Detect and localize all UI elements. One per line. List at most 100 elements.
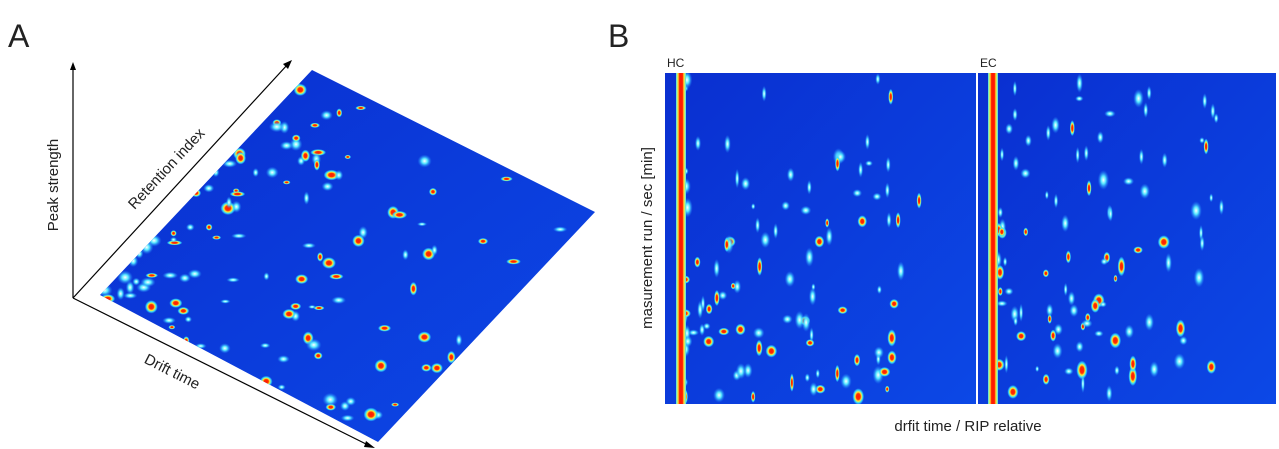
peak [724,134,731,154]
peak [322,392,339,407]
peak [1061,214,1070,233]
peak [116,287,125,301]
peak [1157,235,1170,249]
peak [1104,110,1116,118]
peak [1133,246,1143,254]
peak [1005,123,1014,135]
peak [300,149,311,162]
peak [168,324,176,330]
peak [265,166,279,179]
peak [1069,304,1079,318]
peak [888,88,894,105]
peak [290,302,302,310]
peak [998,226,1006,238]
peak [878,366,891,377]
heatmap-peaks [993,73,1224,402]
peak [794,310,805,330]
peak [1004,354,1009,374]
peak [834,155,840,172]
peak [345,396,356,406]
peak [1210,103,1216,120]
peak [128,254,139,268]
peak [1063,282,1068,297]
peak [1020,168,1031,179]
peak [295,274,309,285]
peak [886,212,892,229]
peak [1175,319,1186,338]
peak [229,191,246,197]
peak [1097,169,1110,190]
map-label: HC [667,56,685,70]
peak [252,167,259,178]
peak [713,258,720,279]
peak [282,308,296,320]
peak [853,353,861,367]
peak [1149,361,1159,378]
peak [506,258,521,265]
peak [784,270,796,288]
peak [1199,137,1205,144]
peak [1064,367,1074,376]
peak [1035,365,1040,373]
peak [117,270,134,285]
peak [1099,301,1107,308]
peak [178,273,191,283]
peak [226,277,240,283]
peak [1051,116,1060,134]
peak [1075,95,1084,102]
peak [402,249,409,261]
peak [306,338,322,352]
axis-label: drfit time / RIP relative [894,418,1041,435]
peak [756,257,763,276]
peak [809,382,818,397]
peak [789,373,794,392]
peak [1065,250,1071,264]
peak [889,298,899,309]
peak [714,289,720,307]
peak [1213,113,1219,124]
peak [211,235,222,240]
peak [259,375,273,388]
peak [916,192,922,209]
peak [307,304,317,309]
peak [220,299,231,304]
peak [1146,85,1152,101]
peak [1013,316,1018,327]
peak [713,387,726,403]
peak [1094,330,1104,337]
map-label: EC [980,56,997,70]
peak [145,272,159,278]
surface [100,70,595,442]
peak [417,331,432,343]
peak [293,83,307,96]
peak [431,244,438,256]
peak [765,344,778,358]
peak [123,292,138,299]
peak [162,271,179,279]
peak [317,252,324,262]
peak [730,282,736,290]
peak [185,223,195,231]
peak [1218,199,1224,216]
peak [852,388,865,404]
peak [313,351,323,360]
peak [329,273,344,280]
peak [896,261,905,281]
peak [182,336,190,345]
peak [194,343,207,349]
peak [837,306,848,315]
peak [1069,120,1075,137]
peak [694,135,702,151]
peak [809,327,814,343]
peak [703,335,715,348]
peak [760,231,771,249]
peak [800,205,812,216]
peak [1076,73,1083,93]
peak [1108,205,1114,222]
peak [782,314,793,324]
peak [219,343,231,354]
peak [996,300,1008,307]
peak [808,287,817,306]
peak [331,296,347,305]
peak [786,167,795,182]
